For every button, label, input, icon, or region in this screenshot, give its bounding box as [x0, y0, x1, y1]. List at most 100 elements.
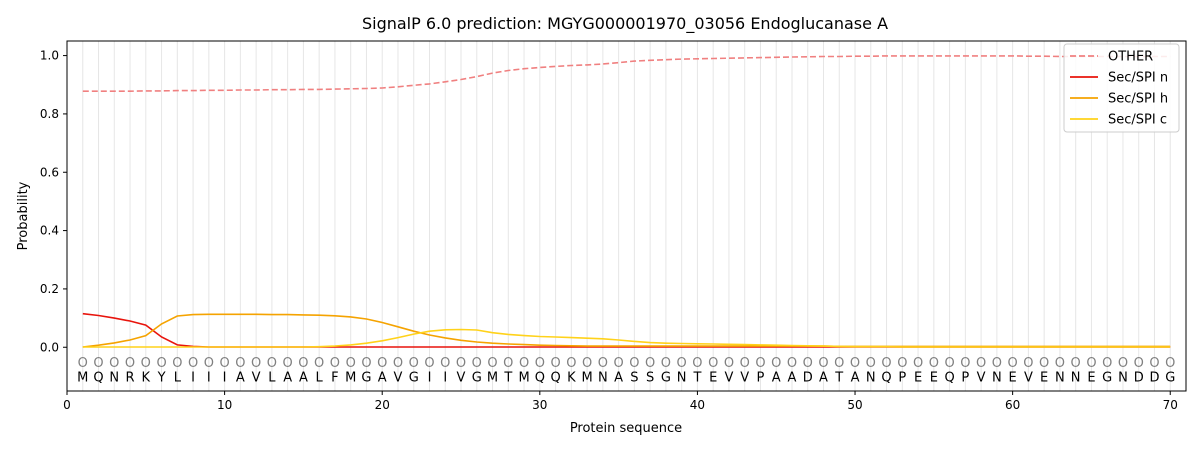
residue-letter: Y	[157, 370, 166, 385]
residue-letter: I	[191, 370, 195, 385]
region-label: O	[109, 356, 119, 371]
region-label: O	[629, 356, 639, 371]
region-label: O	[803, 356, 813, 371]
residue-letter: E	[930, 370, 938, 385]
residue-letter: A	[772, 370, 781, 385]
region-label: O	[881, 356, 891, 371]
region-label: O	[582, 356, 592, 371]
residue-letter: L	[316, 370, 324, 385]
region-label: O	[677, 356, 687, 371]
residue-letter: M	[77, 370, 88, 385]
legend-box	[1063, 43, 1180, 133]
region-label: O	[472, 356, 482, 371]
residue-letter: E	[1009, 370, 1017, 385]
region-label: O	[172, 356, 182, 371]
legend-label: Sec/SPI c	[1108, 113, 1167, 128]
residue-letter: G	[661, 370, 671, 385]
region-label: O	[818, 356, 828, 371]
x-tick-label: 0	[63, 398, 71, 412]
residue-letter: G	[409, 370, 419, 385]
region-label: O	[1008, 356, 1018, 371]
region-label: O	[298, 356, 308, 371]
region-label: O	[235, 356, 245, 371]
x-tick-label: 70	[1163, 398, 1178, 412]
residue-letter: T	[834, 370, 843, 385]
region-label: O	[897, 356, 907, 371]
region-label: O	[866, 356, 876, 371]
region-label: O	[503, 356, 513, 371]
residue-letter: N	[1071, 370, 1081, 385]
y-axis-label: Probability	[16, 181, 31, 250]
residue-letter: V	[457, 370, 466, 385]
region-label: O	[1071, 356, 1081, 371]
residue-letter: D	[803, 370, 813, 385]
series-line	[82, 312, 1171, 348]
residue-letter: Q	[881, 370, 891, 385]
region-label: O	[724, 356, 734, 371]
region-label: O	[1086, 356, 1096, 371]
residue-letter: G	[1102, 370, 1112, 385]
region-label: O	[1023, 356, 1033, 371]
residue-letter: V	[740, 370, 749, 385]
x-tick-label: 50	[847, 398, 862, 412]
x-tick-label: 10	[217, 398, 232, 412]
residue-letter: G	[1165, 370, 1175, 385]
residue-letter: V	[252, 370, 261, 385]
region-label: O	[834, 356, 844, 371]
region-label: O	[535, 356, 545, 371]
residue-letter: G	[472, 370, 482, 385]
residue-letter: V	[394, 370, 403, 385]
region-label: O	[125, 356, 135, 371]
region-label: O	[1039, 356, 1049, 371]
residue-letter: M	[487, 370, 498, 385]
region-label: O	[440, 356, 450, 371]
x-tick-label: 60	[1005, 398, 1020, 412]
region-label: O	[1134, 356, 1144, 371]
grid-lines	[82, 41, 1171, 391]
residue-letter: D	[1149, 370, 1159, 385]
y-tick-label: 0.2	[40, 282, 59, 296]
region-label: O	[661, 356, 671, 371]
region-label: O	[992, 356, 1002, 371]
residue-letter: I	[207, 370, 211, 385]
residue-letter: Q	[535, 370, 545, 385]
residue-letter: I	[443, 370, 447, 385]
residue-letter: E	[1087, 370, 1095, 385]
residue-letter: Q	[944, 370, 954, 385]
region-label: O	[283, 356, 293, 371]
plot-frame	[66, 40, 1187, 392]
y-tick-label: 1.0	[40, 49, 59, 63]
region-label: O	[219, 356, 229, 371]
residue-letter: P	[757, 370, 765, 385]
residue-letter: E	[709, 370, 717, 385]
region-label: O	[708, 356, 718, 371]
residue-letter: A	[614, 370, 623, 385]
residue-letter: P	[898, 370, 906, 385]
region-label: O	[346, 356, 356, 371]
region-label: O	[771, 356, 781, 371]
region-label: O	[850, 356, 860, 371]
region-label: O	[267, 356, 277, 371]
residue-letter: N	[1118, 370, 1128, 385]
residue-letter: E	[914, 370, 922, 385]
residue-letter: M	[581, 370, 592, 385]
legend: OTHER Sec/SPI n Sec/SPI h Sec/SPI c	[1063, 43, 1180, 133]
residue-letter: Q	[550, 370, 560, 385]
region-label: O	[78, 356, 88, 371]
residue-letter: K	[142, 370, 151, 385]
region-label: O	[787, 356, 797, 371]
region-label: O	[519, 356, 529, 371]
residue-letter: V	[977, 370, 986, 385]
residue-letter: N	[1055, 370, 1065, 385]
residue-letter: F	[331, 370, 338, 385]
region-label: O	[692, 356, 702, 371]
residue-letter: I	[223, 370, 227, 385]
residue-letter: L	[174, 370, 182, 385]
residue-letter: E	[1040, 370, 1048, 385]
residue-letter: T	[692, 370, 701, 385]
region-label: O	[393, 356, 403, 371]
x-tick-label: 30	[532, 398, 547, 412]
residue-letter: A	[788, 370, 797, 385]
residue-letter: R	[126, 370, 135, 385]
